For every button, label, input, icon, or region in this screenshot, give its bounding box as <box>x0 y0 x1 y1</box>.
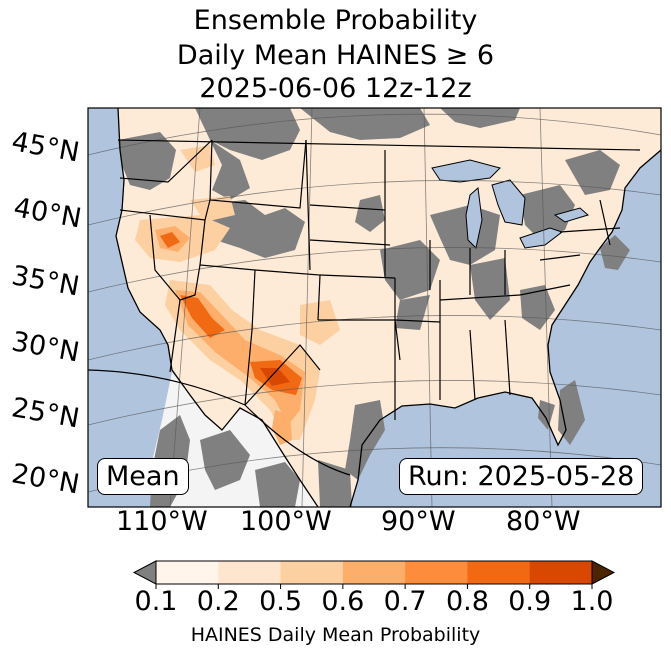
colorbar-bin-2 <box>280 561 344 584</box>
coastline <box>115 108 661 507</box>
colorbar-tick-label: 0.8 <box>445 586 489 617</box>
colorbar-tick-label: 0.6 <box>321 586 365 617</box>
colorbar-tick-label: 0.1 <box>134 586 178 617</box>
colorbar-bin-4 <box>405 561 468 584</box>
colorbar-label: HAINES Daily Mean Probability <box>190 624 481 646</box>
colorbar-tick-label: 0.9 <box>508 586 552 617</box>
colorbar-tick-label: 1.0 <box>570 586 614 617</box>
colorbar <box>132 560 616 589</box>
title-line-3: 2025-06-06 12z-12z <box>199 73 472 104</box>
run-label-box: Run: 2025-05-28 <box>399 458 644 495</box>
lon-label-80: 80°W <box>506 506 581 537</box>
borders <box>88 139 641 476</box>
title-line-2: Daily Mean HAINES ≥ 6 <box>176 40 495 71</box>
lon-label-110: 110°W <box>116 506 208 537</box>
colorbar-bin-1 <box>218 561 282 584</box>
colorbar-tick-label: 0.7 <box>383 586 427 617</box>
graticule <box>88 108 661 507</box>
colorbar-bin-5 <box>467 561 531 584</box>
colorbar-over-arrow <box>591 560 616 585</box>
colorbar-under-arrow <box>132 560 157 585</box>
colorbar-bin-6 <box>529 561 593 584</box>
colorbar-bin-3 <box>342 561 406 584</box>
colorbar-bin-0 <box>156 561 219 584</box>
map-frame <box>87 107 662 508</box>
colorbar-tick-label: 0.2 <box>196 586 240 617</box>
lon-label-100: 100°W <box>240 506 332 537</box>
great-lakes <box>431 159 590 250</box>
colorbar-tick-label: 0.5 <box>259 586 303 617</box>
colorbar-frame <box>155 560 593 585</box>
stat-label-box: Mean <box>97 458 189 495</box>
title-line-1: Ensemble Probability <box>193 5 478 36</box>
lon-label-90: 90°W <box>381 506 456 537</box>
